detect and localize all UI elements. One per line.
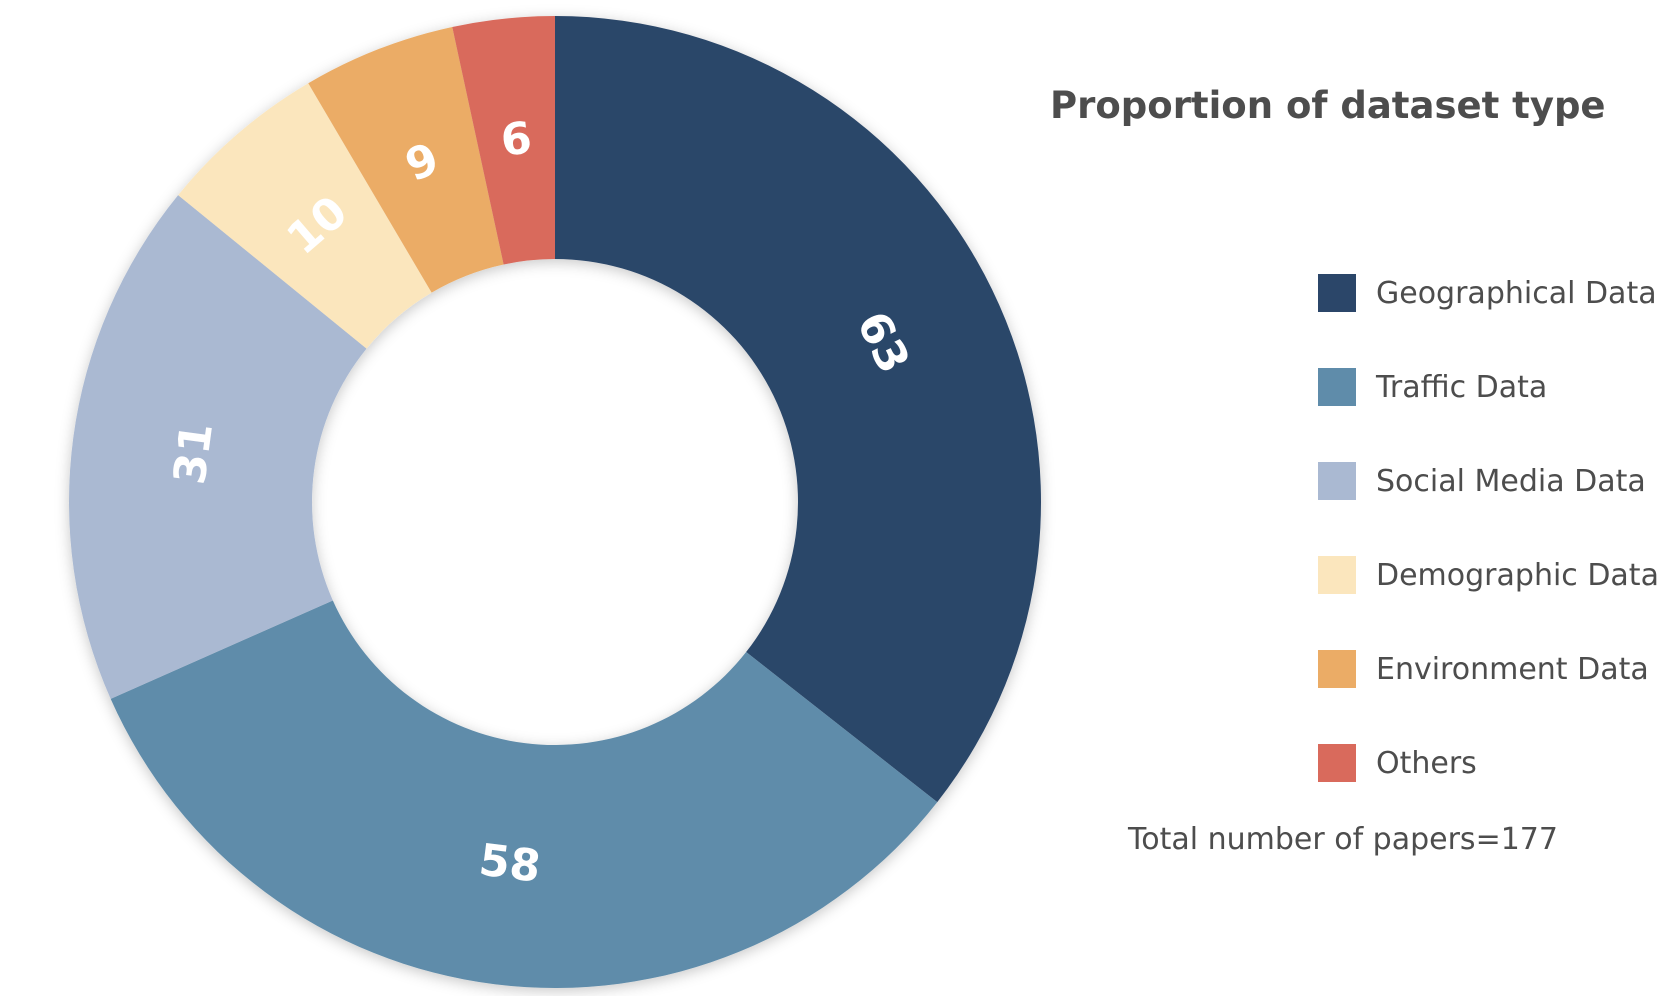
legend-item-demographic-data: Demographic Data bbox=[1318, 528, 1659, 622]
value-label-social-media-data: 31 bbox=[164, 420, 223, 487]
legend-swatch bbox=[1318, 650, 1356, 688]
legend-swatch bbox=[1318, 368, 1356, 406]
slice-demographic-data bbox=[178, 83, 432, 349]
slice-environment-data bbox=[308, 26, 504, 293]
slice-geographical-data bbox=[555, 16, 1041, 803]
legend-item-social-media-data: Social Media Data bbox=[1318, 434, 1659, 528]
legend-label: Geographical Data bbox=[1376, 275, 1657, 311]
legend-label: Others bbox=[1376, 745, 1477, 781]
legend-swatch bbox=[1318, 744, 1356, 782]
chart-title: Proportion of dataset type bbox=[1050, 84, 1606, 127]
total-papers-note: Total number of papers=177 bbox=[1128, 822, 1558, 857]
value-label-others: 6 bbox=[498, 113, 534, 167]
legend-swatch bbox=[1318, 462, 1356, 500]
legend-swatch bbox=[1318, 556, 1356, 594]
legend-item-environment-data: Environment Data bbox=[1318, 622, 1659, 716]
slice-traffic-data bbox=[110, 600, 938, 988]
legend-item-geographical-data: Geographical Data bbox=[1318, 246, 1659, 340]
legend-label: Demographic Data bbox=[1376, 557, 1659, 593]
slice-social-media-data bbox=[68, 195, 367, 699]
slice-others bbox=[452, 16, 555, 265]
legend-swatch bbox=[1318, 274, 1356, 312]
legend-label: Environment Data bbox=[1376, 651, 1649, 687]
legend-label: Social Media Data bbox=[1376, 463, 1646, 499]
donut-slices bbox=[68, 16, 1041, 988]
value-label-traffic-data: 58 bbox=[476, 835, 543, 893]
legend-item-others: Others bbox=[1318, 716, 1659, 810]
legend: Geographical Data Traffic Data Social Medi… bbox=[1318, 246, 1659, 810]
legend-item-traffic-data: Traffic Data bbox=[1318, 340, 1659, 434]
legend-label: Traffic Data bbox=[1376, 369, 1548, 405]
